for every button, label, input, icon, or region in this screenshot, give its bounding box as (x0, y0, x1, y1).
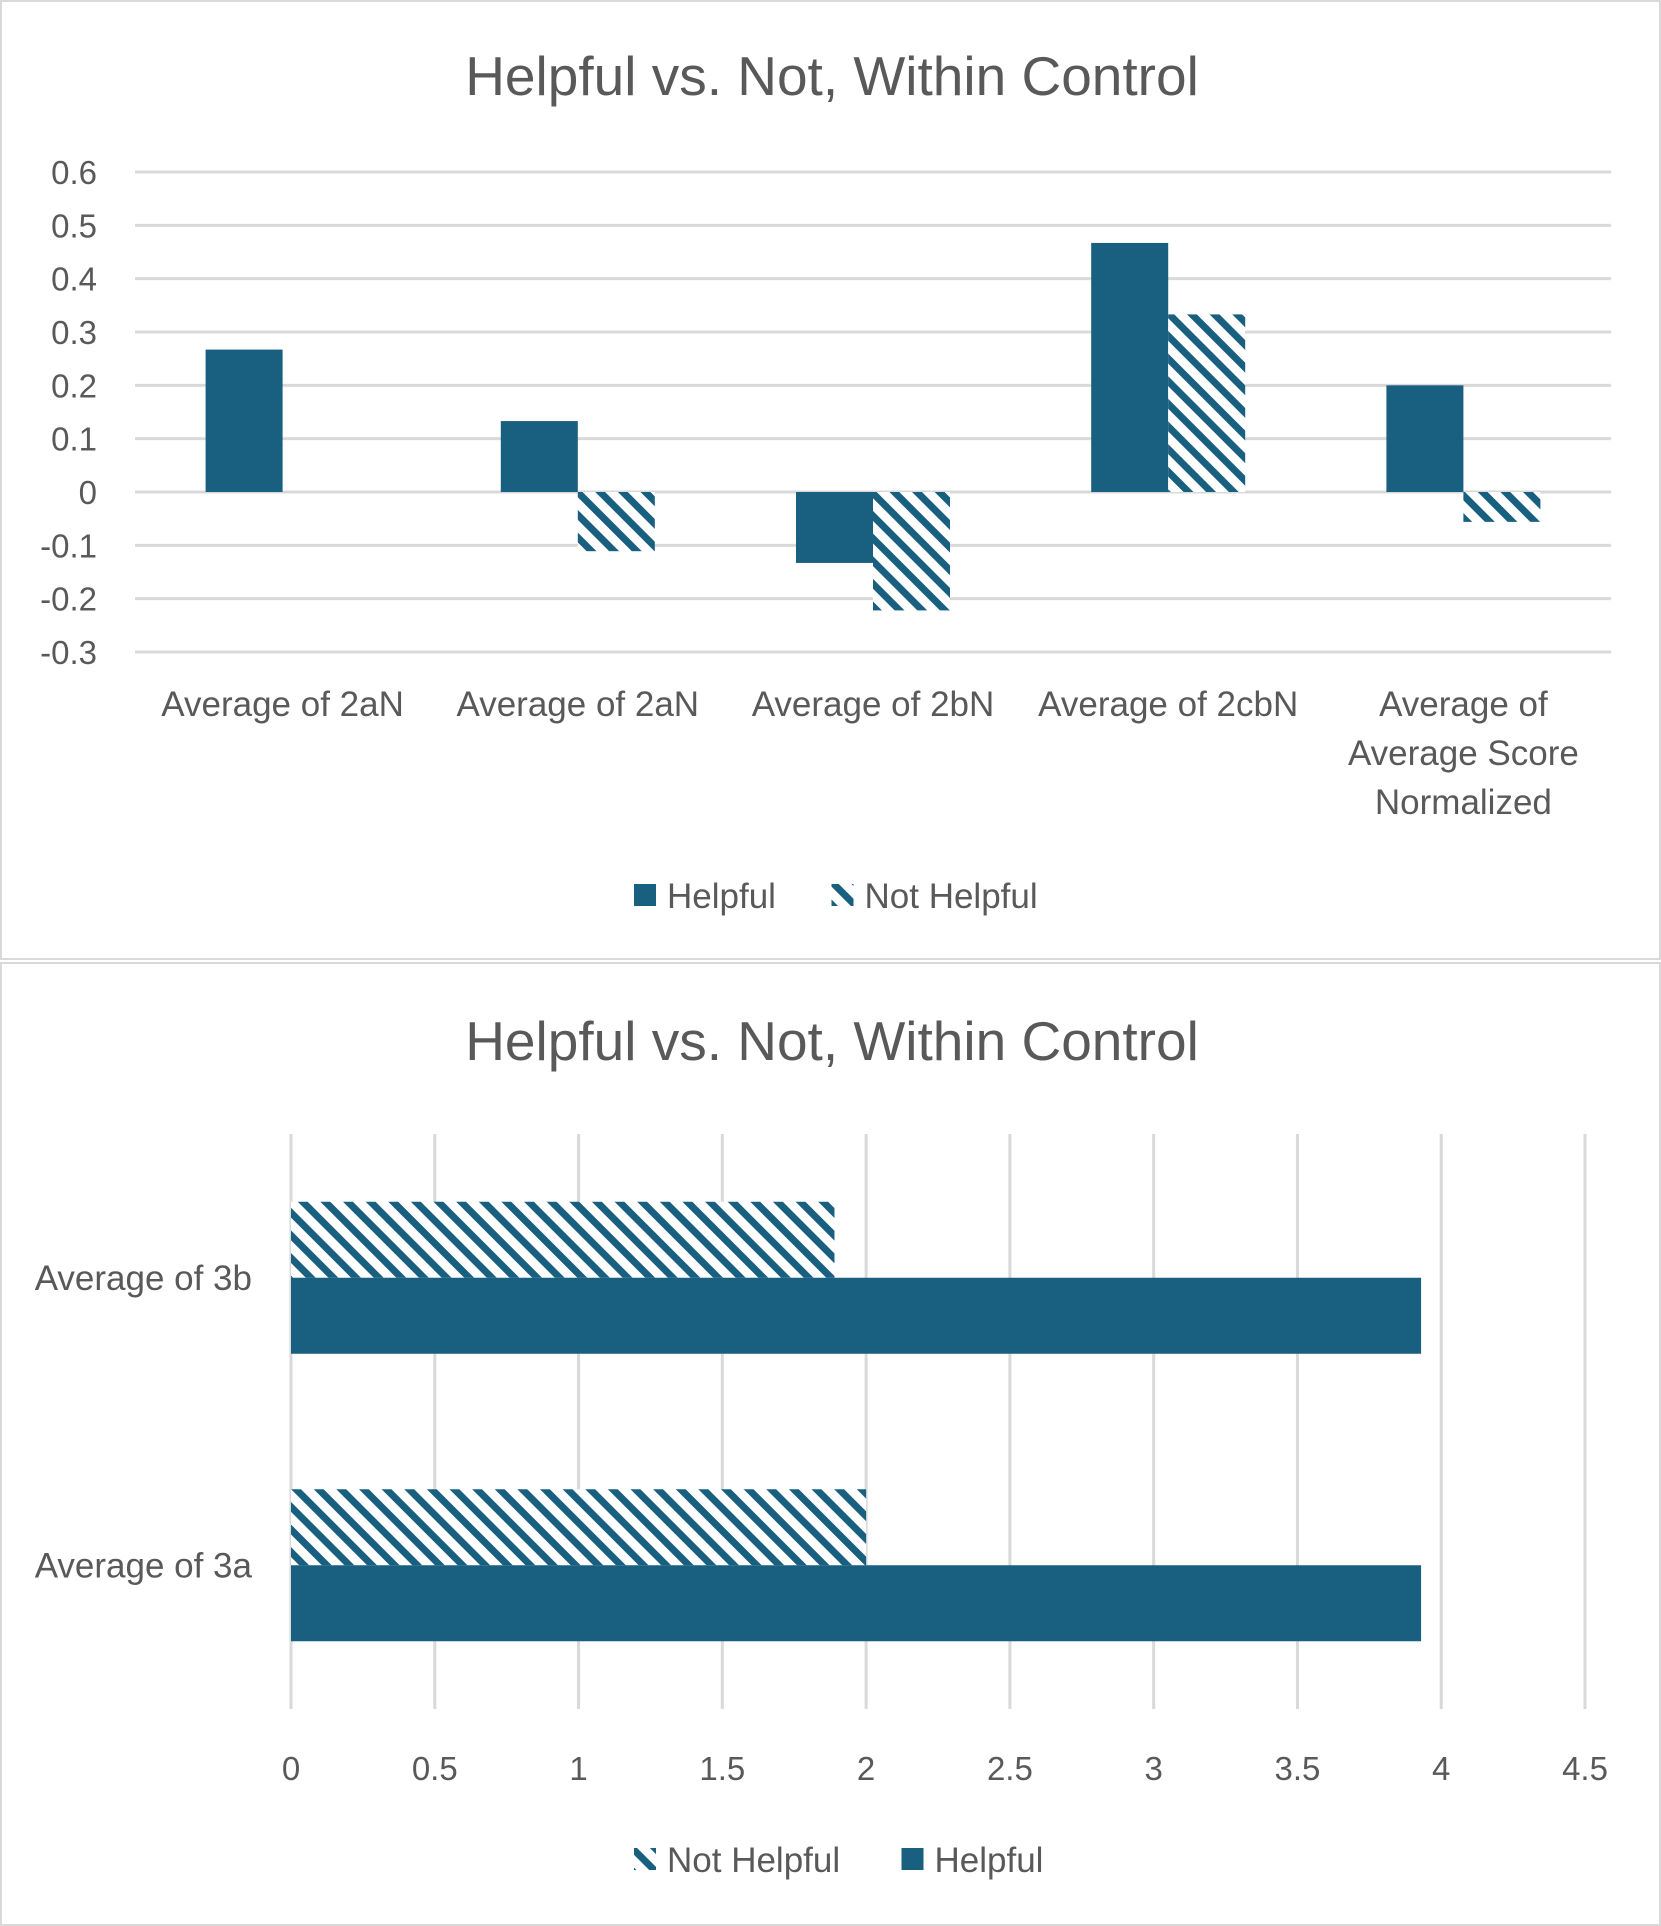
chart-title: Helpful vs. Not, Within Control (465, 1010, 1199, 1072)
category-label: Average of 3b (35, 1259, 252, 1298)
bar-helpful (291, 1565, 1422, 1642)
category-label: Average Score (1348, 734, 1579, 773)
x-tick-label: 2 (857, 1750, 875, 1787)
x-tick-label: 3 (1144, 1750, 1162, 1787)
y-tick-label: -0.2 (40, 581, 97, 618)
x-tick-label: 3.5 (1275, 1750, 1321, 1787)
y-tick-label: 0.2 (51, 367, 97, 404)
x-tick-label: 2.5 (987, 1750, 1033, 1787)
bar-not-helpful (1168, 314, 1246, 492)
x-tick-label: 1.5 (699, 1750, 745, 1787)
legend-swatch-not-helpful (634, 1848, 656, 1870)
x-tick-label: 4 (1432, 1750, 1450, 1787)
category-label: Average of 2aN (457, 685, 700, 724)
legend-label: Helpful (667, 877, 776, 916)
vertical-bar-chart: Helpful vs. Not, Within Control 0.6 0.5 0.… (40, 45, 1611, 916)
chart-panel-bottom: Helpful vs. Not, Within Control 0 0.5 1 1.5… (0, 962, 1661, 1926)
bar-helpful (1091, 242, 1169, 492)
chart-panel-top: Helpful vs. Not, Within Control 0.6 0.5 0.… (0, 0, 1661, 960)
chart-title: Helpful vs. Not, Within Control (465, 45, 1199, 107)
category-label: Average of 3a (35, 1546, 253, 1585)
x-tick-label: 1 (569, 1750, 587, 1787)
bar-helpful (796, 492, 873, 563)
legend-swatch-helpful (901, 1848, 924, 1870)
y-tick-label: 0 (79, 474, 97, 511)
y-tick-label: 0.6 (51, 154, 97, 191)
bar-helpful (205, 349, 283, 492)
x-tick-label: 4.5 (1562, 1750, 1608, 1787)
bar-not-helpful (291, 1489, 867, 1566)
bar-helpful (1386, 385, 1464, 492)
bar-helpful (500, 421, 578, 492)
y-tick-label: -0.1 (40, 527, 97, 564)
y-tick-label: 0.5 (51, 207, 97, 244)
bar-helpful (291, 1277, 1422, 1354)
bar-not-helpful (1463, 492, 1541, 522)
y-tick-label: -0.3 (40, 634, 97, 671)
x-tick-label: 0.5 (412, 1750, 458, 1787)
horizontal-bar-chart: Helpful vs. Not, Within Control 0 0.5 1 1.5… (35, 1010, 1608, 1880)
category-label: Average of 2bN (752, 685, 995, 724)
bar-not-helpful (577, 492, 655, 552)
x-tick-label: 0 (282, 1750, 300, 1787)
legend-label: Not Helpful (667, 1841, 840, 1880)
category-label: Normalized (1375, 783, 1552, 822)
bar-not-helpful (873, 492, 950, 611)
legend-label: Not Helpful (865, 877, 1038, 916)
category-label: Average of 2cbN (1038, 685, 1298, 724)
legend-label: Helpful (935, 1841, 1044, 1880)
category-label: Average of (1379, 685, 1548, 724)
bar-not-helpful (291, 1201, 835, 1278)
category-label: Average of 2aN (161, 685, 404, 724)
y-tick-label: 0.1 (51, 421, 97, 458)
legend-swatch-not-helpful (831, 884, 854, 906)
y-tick-label: 0.4 (51, 261, 97, 298)
legend-swatch-helpful (634, 884, 656, 906)
y-tick-label: 0.3 (51, 314, 97, 351)
